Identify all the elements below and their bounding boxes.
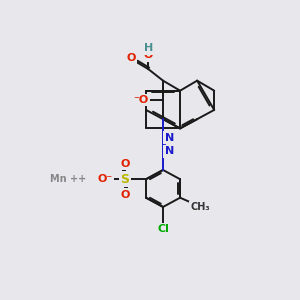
Text: N: N [165, 146, 174, 157]
Text: CH₃: CH₃ [190, 202, 210, 212]
Text: ⁻O: ⁻O [133, 95, 148, 105]
Text: Cl: Cl [157, 224, 169, 234]
Text: N: N [165, 133, 174, 142]
Text: H: H [144, 44, 153, 54]
Text: Mn ++: Mn ++ [50, 174, 87, 184]
Text: O: O [144, 50, 153, 60]
Text: O: O [127, 53, 136, 63]
Text: H: H [144, 43, 153, 53]
Text: O: O [120, 159, 130, 169]
Text: O⁻: O⁻ [97, 174, 112, 184]
Text: O: O [120, 190, 130, 200]
Text: S: S [121, 173, 130, 186]
